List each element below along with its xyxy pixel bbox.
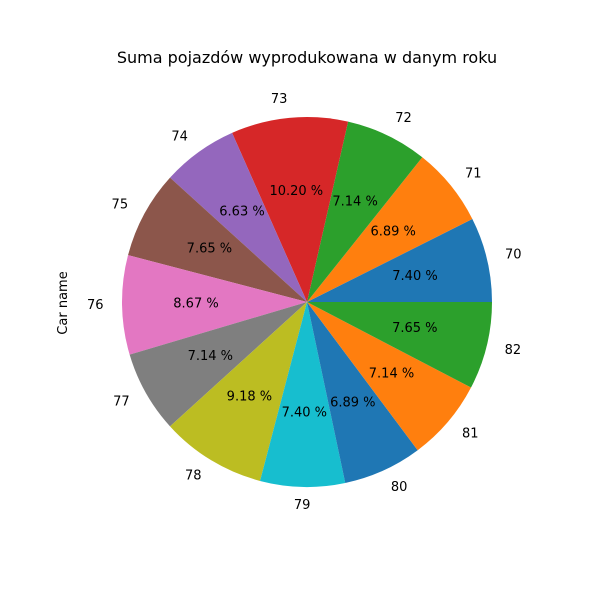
percent-label-70: 7.40 %: [392, 269, 437, 284]
pie-slices: [121, 116, 492, 488]
category-label-80: 80: [391, 480, 408, 495]
percent-label-80: 6.89 %: [330, 396, 375, 411]
percent-label-74: 6.63 %: [219, 205, 264, 220]
percent-label-76: 8.67 %: [173, 296, 218, 311]
pie-slice-79: [260, 302, 346, 488]
percent-label-72: 7.14 %: [332, 195, 377, 210]
category-label-74: 74: [171, 130, 188, 145]
percent-label-78: 9.18 %: [227, 389, 272, 404]
percent-label-77: 7.14 %: [188, 349, 233, 364]
pie-slice-81: [307, 302, 472, 451]
category-label-72: 72: [395, 111, 412, 126]
category-label-73: 73: [271, 92, 288, 107]
pie-slice-71: [307, 157, 473, 302]
category-label-78: 78: [185, 469, 202, 484]
category-labels: 70 71 72 73 74 75 76 77 78 79 80 81 82: [87, 92, 522, 513]
category-label-77: 77: [113, 394, 130, 409]
percent-label-73: 10.20 %: [269, 184, 323, 199]
category-label-70: 70: [505, 248, 522, 263]
category-label-76: 76: [87, 298, 104, 313]
percent-label-71: 6.89 %: [370, 225, 415, 240]
category-label-71: 71: [465, 166, 482, 181]
y-axis-label: Car name: [56, 271, 71, 334]
category-label-82: 82: [505, 343, 522, 358]
percent-label-79: 7.40 %: [282, 406, 327, 421]
pie-slice-73: [232, 116, 349, 302]
category-label-81: 81: [462, 426, 479, 441]
pie-slice-74: [170, 132, 307, 302]
pie-slice-76: [121, 255, 307, 355]
percent-label-75: 7.65 %: [187, 242, 232, 257]
category-label-79: 79: [294, 498, 311, 513]
pie-slice-80: [307, 302, 418, 483]
pie-slice-77: [129, 302, 307, 427]
pie-slice-82: [307, 302, 492, 388]
pie-slice-70: [307, 219, 492, 302]
pie-slice-75: [128, 177, 307, 302]
percent-labels: 7.40 %6.89 %7.14 %10.20 %6.63 %7.65 %8.6…: [173, 184, 437, 421]
chart-title: Suma pojazdów wyprodukowana w danym roku: [117, 48, 497, 67]
percent-label-81: 7.14 %: [369, 366, 414, 381]
pie-slice-72: [307, 121, 423, 303]
percent-label-82: 7.65 %: [392, 321, 437, 336]
pie-slice-78: [170, 302, 307, 481]
category-label-75: 75: [112, 198, 129, 213]
